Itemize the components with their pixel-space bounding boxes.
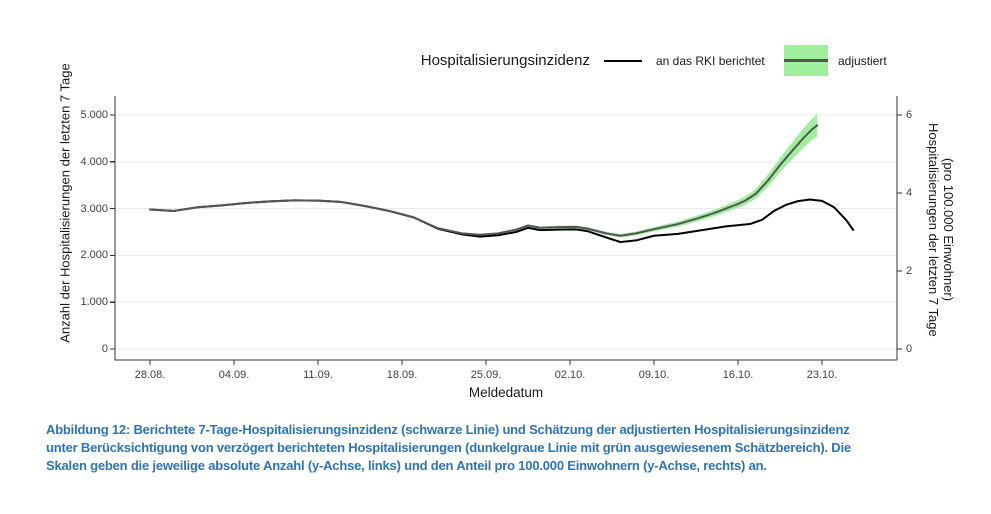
x-axis-tick-label: 11.09. [303,369,333,381]
right-axis-tick-label: 0 [906,343,913,355]
right-axis-tick-label: 6 [906,109,913,121]
legend-key-reported-line-icon [604,59,642,62]
right-axis-tick-label: 2 [906,265,913,277]
y-axis-tick-label: 2.000 [80,249,108,262]
legend-key-adjusted-line-icon [784,59,828,62]
figure-caption: Abbildung 12: Berichtete 7-Tage-Hospital… [46,421,951,475]
x-axis-tick-label: 09.10. [638,369,670,381]
y-axis-tick-label: 1.000 [80,296,108,309]
y-axis-tick-label: 4.000 [80,155,108,168]
legend-key-adjusted-band-icon [784,45,828,76]
x-axis-tick-label: 04.09. [218,369,250,381]
legend-item-reported-label: an das RKI berichtet [656,54,765,68]
right-axis-tick-label: 4 [906,187,913,199]
x-axis-tick-label: 23.10. [806,369,838,381]
y-axis-right-title-line2: (pro 100.000 Einwohner) [941,158,956,302]
y-axis-tick-label: 0 [101,343,108,355]
confidence-band [498,114,818,238]
y-axis-left-title: Anzahl der Hospitalisierungen der letzte… [57,63,73,343]
series-line-reported [149,198,855,244]
x-axis-tick-label: 16.10. [722,369,754,381]
caption-line: Skalen geben die jeweilige absolute Anza… [46,458,767,473]
x-axis-tick-label: 02.10. [554,369,586,381]
plot-svg [110,96,902,365]
x-axis-tick-label: 25.09. [470,369,502,381]
caption-line: Abbildung 12: Berichtete 7-Tage-Hospital… [46,422,850,437]
y-axis-right-title: Hospitalisierungen der letzten 7 Tage (p… [926,96,956,364]
y-axis-tick-label: 5.000 [80,109,108,121]
y-axis-right-title-line1: Hospitalisierungen der letzten 7 Tage [926,123,941,337]
x-axis-title: Meldedatum [468,385,544,400]
x-axis-tick-label: 28.08. [134,369,166,381]
legend-item-adjusted-label: adjustiert [838,54,887,68]
caption-line: unter Berücksichtigung von verzögert ber… [46,440,851,455]
series-line-adjusted [149,124,819,237]
legend-title: Hospitalisierungsinzidenz [420,52,590,69]
x-axis-tick-label: 18.09. [386,369,418,381]
y-axis-tick-label: 3.000 [80,202,108,215]
